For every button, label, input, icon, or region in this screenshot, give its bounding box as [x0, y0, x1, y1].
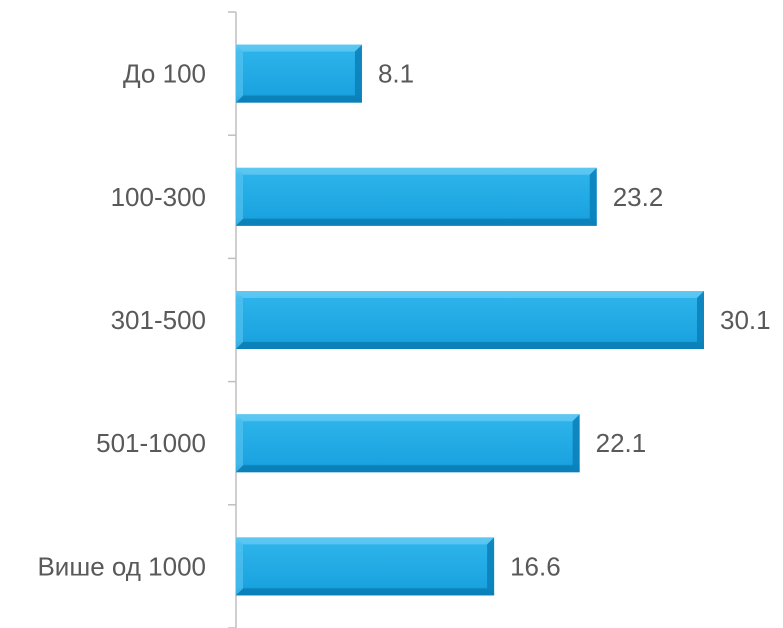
bar-bevel-top: [236, 537, 495, 545]
bar-body: [236, 167, 597, 226]
bar-bevel-top: [236, 167, 597, 175]
bars: [236, 44, 704, 596]
category-axis: [228, 11, 237, 628]
bar-1: [236, 44, 362, 103]
bar-bevel-bottom: [236, 588, 495, 596]
category-label: Више од 1000: [37, 551, 206, 581]
bar-body: [236, 291, 704, 349]
category-label: 501-1000: [96, 428, 206, 458]
bar-bevel-right: [487, 537, 495, 596]
bar-bevel-top: [236, 414, 580, 422]
data-label: 16.6: [510, 551, 561, 581]
data-label: 8.1: [378, 59, 414, 89]
bar-bevel-left: [236, 167, 243, 226]
data-label: 23.2: [613, 182, 664, 212]
category-label: 100-300: [111, 182, 206, 212]
data-label: 30.1: [720, 305, 771, 335]
data-label: 22.1: [596, 428, 647, 458]
bar-bevel-bottom: [236, 95, 362, 103]
bar-5: [236, 537, 495, 596]
bar-2: [236, 167, 597, 226]
bar-bevel-right: [697, 291, 704, 349]
bar-body: [236, 537, 495, 596]
bar-body: [236, 44, 362, 103]
bar-bevel-right: [589, 167, 597, 226]
bar-bevel-top: [236, 44, 362, 52]
bar-bevel-left: [236, 537, 243, 596]
bar-bevel-left: [236, 44, 243, 103]
bar-bevel-bottom: [236, 218, 597, 226]
bar-3: [236, 291, 704, 349]
bar-body: [236, 414, 580, 473]
bar-4: [236, 414, 580, 473]
bar-bevel-top: [236, 291, 704, 298]
bar-bevel-right: [572, 414, 580, 473]
bar-bevel-left: [236, 414, 243, 473]
category-label: 301-500: [111, 305, 206, 335]
bar-bevel-left: [236, 291, 243, 349]
category-label: До 100: [123, 59, 206, 89]
bar-bevel-right: [354, 44, 362, 103]
labels: До 100 8.1 100-300 23.2 301-500 30.1 501-1000 2…: [37, 59, 770, 582]
bar-bevel-bottom: [236, 342, 704, 349]
bar-bevel-bottom: [236, 465, 580, 473]
